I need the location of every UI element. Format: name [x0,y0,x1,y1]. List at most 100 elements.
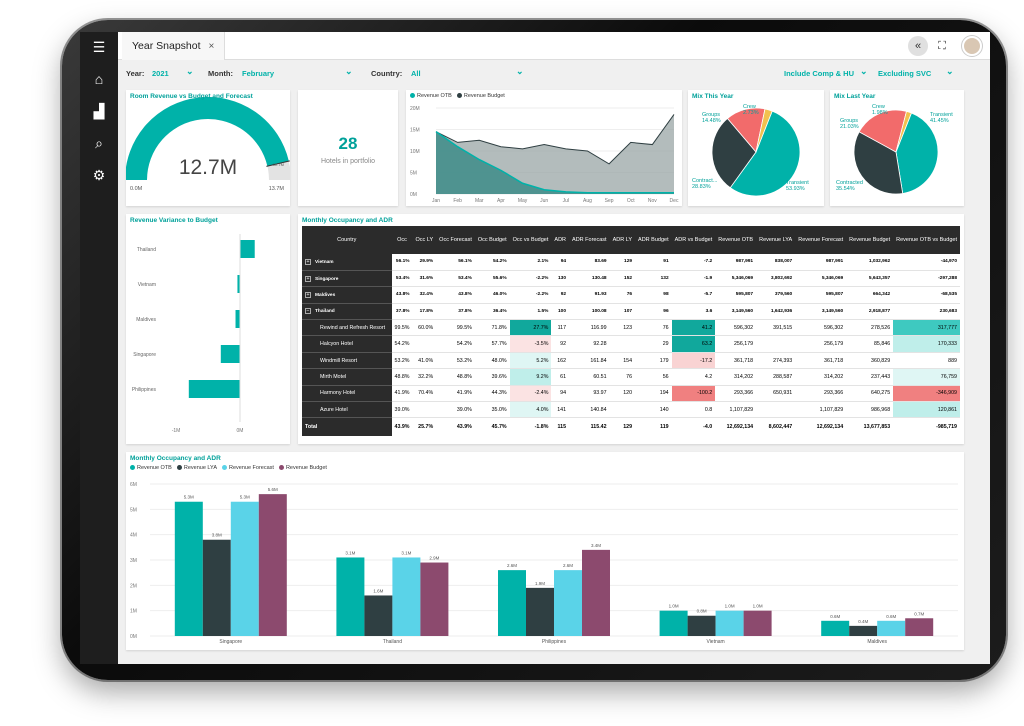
bar [849,625,878,636]
column-header[interactable]: ADR Forecast [569,226,610,254]
table-cell: 179 [635,352,672,370]
bar-data-label: 5.3M [240,495,250,500]
y-tick-label: 2M [130,583,137,589]
table-cell: 152 [609,270,636,288]
bar-data-label: 0.6M [830,614,840,619]
table-cell: 130 [551,270,570,288]
column-header[interactable]: Revenue Budget [846,226,894,254]
table-row[interactable]: − Thailand 37.8% 17.8% 37.8% 36.4% 1.5% 100 100.… [302,303,960,321]
column-header[interactable]: Revenue Forecast [795,226,847,254]
table-row[interactable]: Harmony Hotel 41.9% 70.4% 41.9% 44.3% -2.4% 94… [302,385,960,403]
table-cell: -297,288 [893,270,960,288]
legend-item[interactable]: Revenue Budget [278,465,327,471]
legend-item[interactable]: Revenue LYA [176,465,217,471]
table-row[interactable]: Azure Hotel 39.0% 39.0% 35.0% 4.0% 141 140.84 1… [302,401,960,419]
avatar[interactable] [962,36,982,56]
table-row[interactable]: Windmill Resort 53.2% 41.0% 53.2% 48.0% 5.2% 1… [302,352,960,370]
chevron-down-icon[interactable]: ⌄ [345,66,353,76]
expand-icon[interactable]: + [305,258,311,265]
column-header[interactable]: Country [302,226,392,254]
svc-select[interactable]: Excluding SVC [878,69,932,78]
column-header[interactable]: Revenue OTB [715,226,757,254]
table-cell: Rewind and Refresh Resort [302,319,392,337]
variance-category-label: Singapore [133,352,156,358]
column-header[interactable]: ADR vs Budget [671,226,716,254]
mix-this-year-card: Mix This Year Crew 2.73% Groups 14.48% Con… [688,90,824,206]
table-cell: 43.8% [391,286,413,304]
table-cell: 664,342 [846,286,894,304]
table-cell: + Vietnam [302,254,392,271]
table-cell: 56.1% [436,254,475,271]
column-header[interactable]: Revenue OTB vs Budget [893,226,960,254]
search-icon[interactable]: ⌕ [95,134,103,151]
expand-icon[interactable]: + [305,291,311,298]
mix-last-title: Mix Last Year [834,93,876,100]
label-contracted: Contract... 28.83% [692,178,718,190]
column-header[interactable]: Revenue LYA [756,226,796,254]
table-cell: 5,346,069 [795,270,847,288]
table-row[interactable]: Halcyon Hotel 54.2% 54.2% 57.7% -3.5% 92 92.28… [302,335,960,353]
chart-icon[interactable]: ▟ [93,102,105,119]
table-cell [609,401,636,419]
legend-item[interactable]: Revenue OTB [130,465,172,471]
column-header[interactable]: ADR [551,226,570,254]
column-header[interactable]: ADR LY [609,226,636,254]
country-select[interactable]: All [411,69,421,78]
table-cell: -1.8% [534,424,549,431]
table-cell: 70.4% [412,385,437,403]
expand-icon[interactable]: ⛶ [938,39,946,52]
table-cell: 76,759 [893,368,960,386]
bar-data-label: 2.6M [507,563,517,568]
table-cell: 595,807 [795,286,847,304]
y-tick-label: 10M [410,149,420,155]
table-cell: 61 [551,368,570,386]
tab-year-snapshot[interactable]: Year Snapshot × [122,32,226,60]
table-cell: 44.3% [474,385,510,403]
bar-data-label: 1.9M [535,581,545,586]
legend-item[interactable]: Revenue Forecast [221,465,274,471]
filter-bar: Year: 2021 ⌄ Month: February ⌄ Country: … [118,60,990,86]
table-row[interactable]: + Singapore 53.4% 31.6% 53.4% 55.6% -2.2% 130 13… [302,270,960,288]
column-header[interactable]: Occ [391,226,413,254]
bar [336,557,365,636]
column-header[interactable]: ADR Budget [635,226,672,254]
table-cell: 32.4% [412,286,437,304]
chevron-down-icon[interactable]: ⌄ [860,66,868,76]
gear-icon[interactable]: ⚙ [92,166,106,183]
total-row[interactable]: Total 43.9% 25.7% 43.9% 45.7% -1.8% 115 115.42 1… [302,417,960,436]
column-header[interactable]: Occ Forecast [436,226,475,254]
bar-data-label: 0.8M [697,609,707,614]
pie-slice [895,110,912,153]
table-cell: 48.8% [436,368,475,386]
area-chart: 20M 15M 10M 5M 0M Jan Feb Mar Apr May Jun Jul Aug Sep… [410,106,679,204]
table-cell: 3,149,560 [715,303,757,321]
column-header[interactable]: Occ Budget [474,226,510,254]
month-select[interactable]: February [242,69,275,78]
gauge-max: 13.7M [268,186,284,192]
home-icon[interactable]: ⌂ [94,71,104,87]
table-row[interactable]: + Maldives 43.8% 32.4% 43.8% 46.0% -2.2% 92 91.9… [302,286,960,304]
table-row[interactable]: Mirth Motel 48.8% 32.2% 48.8% 39.6% 9.2% 61 60.… [302,368,960,386]
chevron-down-icon[interactable]: ⌄ [946,66,954,76]
label-transient: Transient 53.93% [786,180,809,192]
y-tick-label: 1M [130,609,137,615]
chevron-down-icon[interactable]: ⌄ [516,66,524,76]
table-row[interactable]: Rewind and Refresh Resort 99.5% 60.0% 99.5%… [302,319,960,337]
variance-title: Revenue Variance to Budget [130,217,218,224]
table-cell: 48.8% [391,368,413,386]
comp-select[interactable]: Include Comp & HU [784,69,855,78]
menu-icon[interactable]: ☰ [92,38,106,55]
column-header[interactable]: Occ vs Budget [509,226,552,254]
expand-icon[interactable]: + [305,275,311,282]
collapse-icon[interactable]: « [908,36,928,56]
table-cell: 36.4% [474,303,510,321]
chevron-down-icon[interactable]: ⌄ [186,66,194,76]
column-header[interactable]: Occ LY [412,226,437,254]
expand-icon[interactable]: − [305,308,311,315]
close-icon[interactable]: × [208,40,215,52]
table-cell: 889 [893,352,960,370]
bar-data-label: 0.7M [914,611,924,616]
table-row[interactable]: + Vietnam 56.1% 29.9% 56.1% 54.2% 2.1% 94 83.69 1… [302,254,960,271]
year-select[interactable]: 2021 [152,69,169,78]
y-tick-label: 5M [410,171,417,177]
